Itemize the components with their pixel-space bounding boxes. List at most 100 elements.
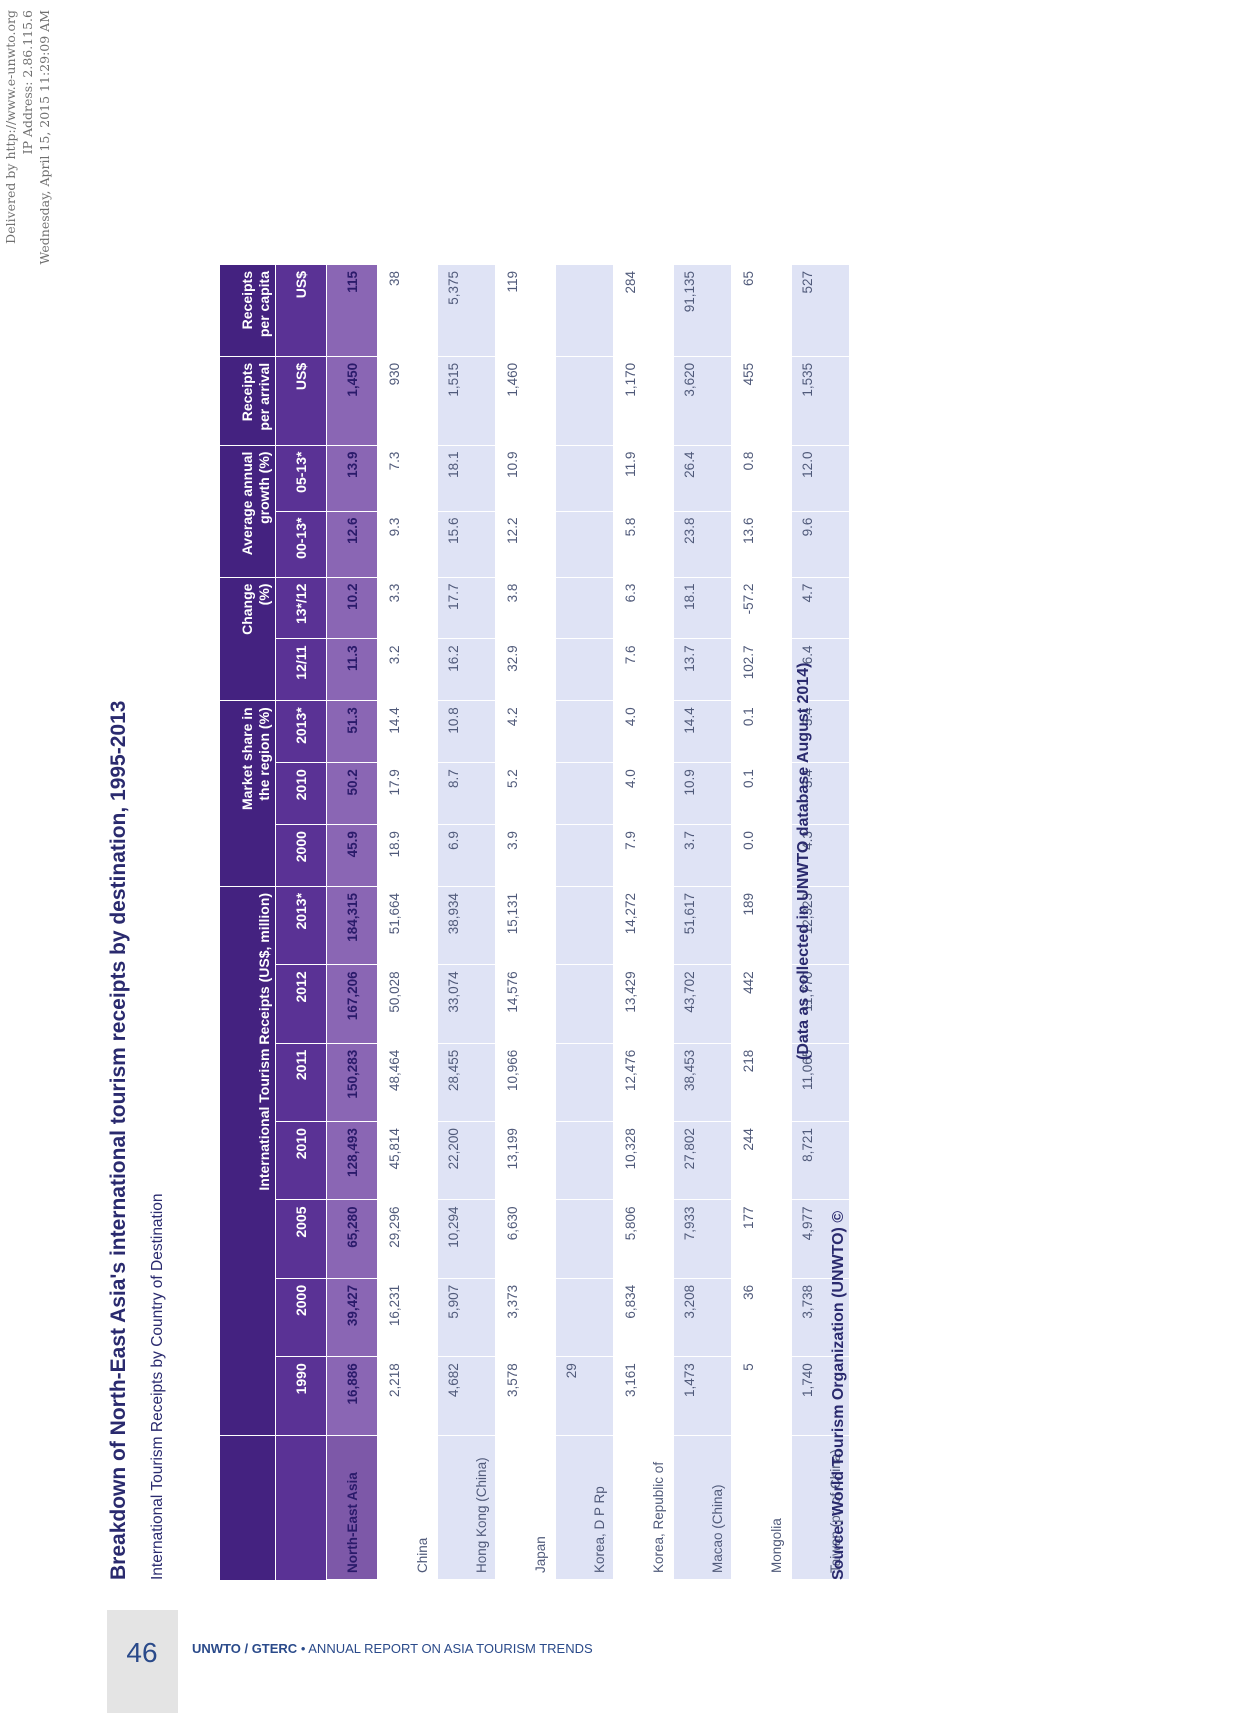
table-cell: 3,161 [613, 1357, 672, 1436]
page-number-box [107, 1610, 178, 1713]
table-cell: 38,453 [672, 1043, 731, 1123]
table-cell: 6,630 [495, 1200, 554, 1279]
country-row: China 2,218 16,231 29,296 45,814 48,464 50,028… [377, 265, 436, 1580]
country-name: Macao (China) [672, 1435, 731, 1580]
table-cell: 14,272 [613, 886, 672, 966]
table-cell: 0.8 [731, 445, 790, 512]
source-note: Source: World Tourism Organization (UNWT… [830, 1210, 847, 1580]
data-date-note: (Data as collected in UNWTO database Aug… [795, 662, 812, 1060]
subheader-corner [275, 1435, 326, 1580]
table-cell: 13.6 [731, 511, 790, 578]
table-cell [554, 445, 613, 512]
table-cell: 189 [731, 886, 790, 966]
region-cell: 12.6 [326, 511, 377, 578]
country-row: Korea, Republic of 3,161 6,834 5,806 10,328 1… [613, 265, 672, 1580]
table-cell: 5,806 [613, 1200, 672, 1279]
region-cell: 16,886 [326, 1357, 377, 1436]
table-cell: 29 [554, 1357, 613, 1436]
table-cell: 51,617 [672, 886, 731, 966]
delivery-line-3: Wednesday, April 15, 2015 11:29:09 AM [37, 10, 52, 265]
table-cell: 4.2 [495, 701, 554, 764]
table-cell: 38,934 [436, 886, 495, 966]
table-cell: 3.9 [495, 825, 554, 887]
table-cell [554, 577, 613, 640]
footer-bullet: • [297, 1641, 309, 1656]
table-cell: 0.1 [731, 763, 790, 826]
table-cell [554, 1122, 613, 1201]
table-cell: 1,170 [613, 356, 672, 446]
table-cell: 10,966 [495, 1043, 554, 1123]
table-cell: 455 [731, 356, 790, 446]
table-cell: 930 [377, 356, 436, 446]
table-cell: 6.3 [613, 577, 672, 640]
table-cell: 5,907 [436, 1278, 495, 1358]
table-cell: 3.3 [377, 577, 436, 640]
region-cell: 167,206 [326, 965, 377, 1044]
page-subtitle: International Tourism Receipts by Countr… [149, 1193, 166, 1580]
delivery-line-1: Delivered by http://www.e-unwto.org [3, 10, 18, 244]
table-cell: 13.7 [672, 639, 731, 702]
region-cell: 45.9 [326, 825, 377, 887]
table-cell: 14,576 [495, 965, 554, 1044]
table-cell: 10.8 [436, 701, 495, 764]
table-cell: 8.7 [436, 763, 495, 826]
table-cell: 177 [731, 1200, 790, 1279]
table-cell: 218 [731, 1043, 790, 1123]
table-cell: 0.0 [731, 825, 790, 887]
table-cell: 3.2 [377, 639, 436, 702]
subheader-cell: US$ [275, 265, 326, 357]
table-cell: 4.0 [613, 701, 672, 764]
table-cell: 26.4 [672, 445, 731, 512]
country-row: Japan 3,578 3,373 6,630 13,199 10,966 14,576 15… [495, 265, 554, 1580]
table-cell: 4.7 [790, 577, 849, 640]
table-cell: 18.1 [436, 445, 495, 512]
table-cell: 43,702 [672, 965, 731, 1044]
region-cell: 39,427 [326, 1278, 377, 1358]
table-cell [554, 1200, 613, 1279]
table-cell: 7.6 [613, 639, 672, 702]
table-cell: 29,296 [377, 1200, 436, 1279]
table-cell: 91,135 [672, 265, 731, 357]
region-cell: 1,450 [326, 356, 377, 446]
table-cell: 27,802 [672, 1122, 731, 1201]
footer-report: ANNUAL REPORT ON ASIA TOURISM TRENDS [308, 1641, 593, 1656]
region-cell: 115 [326, 265, 377, 357]
table-cell: 6,834 [613, 1278, 672, 1358]
table-cell: 36 [731, 1278, 790, 1358]
receipts-table: International Tourism Receipts (US$, mil… [220, 265, 849, 1580]
region-cell: 65,280 [326, 1200, 377, 1279]
country-name: Hong Kong (China) [436, 1435, 495, 1580]
subheader-cell: 1990 [275, 1357, 326, 1436]
table-cell: 1,535 [790, 356, 849, 446]
table-cell [554, 356, 613, 446]
table-cell: 33,074 [436, 965, 495, 1044]
subheader-cell: 2010 [275, 763, 326, 826]
table-cell: 45,814 [377, 1122, 436, 1201]
subheader-cell: 2013* [275, 701, 326, 764]
subheader-cell: 2010 [275, 1122, 326, 1201]
table-cell: 10.9 [672, 763, 731, 826]
page-number: 46 [126, 1637, 158, 1668]
subheader-cell: US$ [275, 356, 326, 446]
region-cell: 10.2 [326, 577, 377, 640]
delivery-stamp: Delivered by http://www.e-unwto.org IP A… [2, 0, 54, 1115]
table-cell: 3,208 [672, 1278, 731, 1358]
subheader-cell: 2000 [275, 825, 326, 887]
table-cell [554, 763, 613, 826]
table-cell: 102.7 [731, 639, 790, 702]
table-cell [554, 965, 613, 1044]
delivery-line-2: IP Address: 2.86.115.6 [20, 10, 35, 155]
table-cell: 3,620 [672, 356, 731, 446]
table-cell: 15.6 [436, 511, 495, 578]
running-footer: UNWTO / GTERC • ANNUAL REPORT ON ASIA TO… [192, 1641, 593, 1656]
table-cell: 17.7 [436, 577, 495, 640]
table-cell: 14.4 [377, 701, 436, 764]
table-cell: 12,476 [613, 1043, 672, 1123]
header-growth: Average annual growth (%) [220, 445, 275, 578]
table-cell: -57.2 [731, 577, 790, 640]
region-cell: 150,283 [326, 1043, 377, 1123]
table-cell: 10,328 [613, 1122, 672, 1201]
table-cell: 28,455 [436, 1043, 495, 1123]
subheader-cell: 00-13* [275, 511, 326, 578]
table-cell: 38 [377, 265, 436, 357]
